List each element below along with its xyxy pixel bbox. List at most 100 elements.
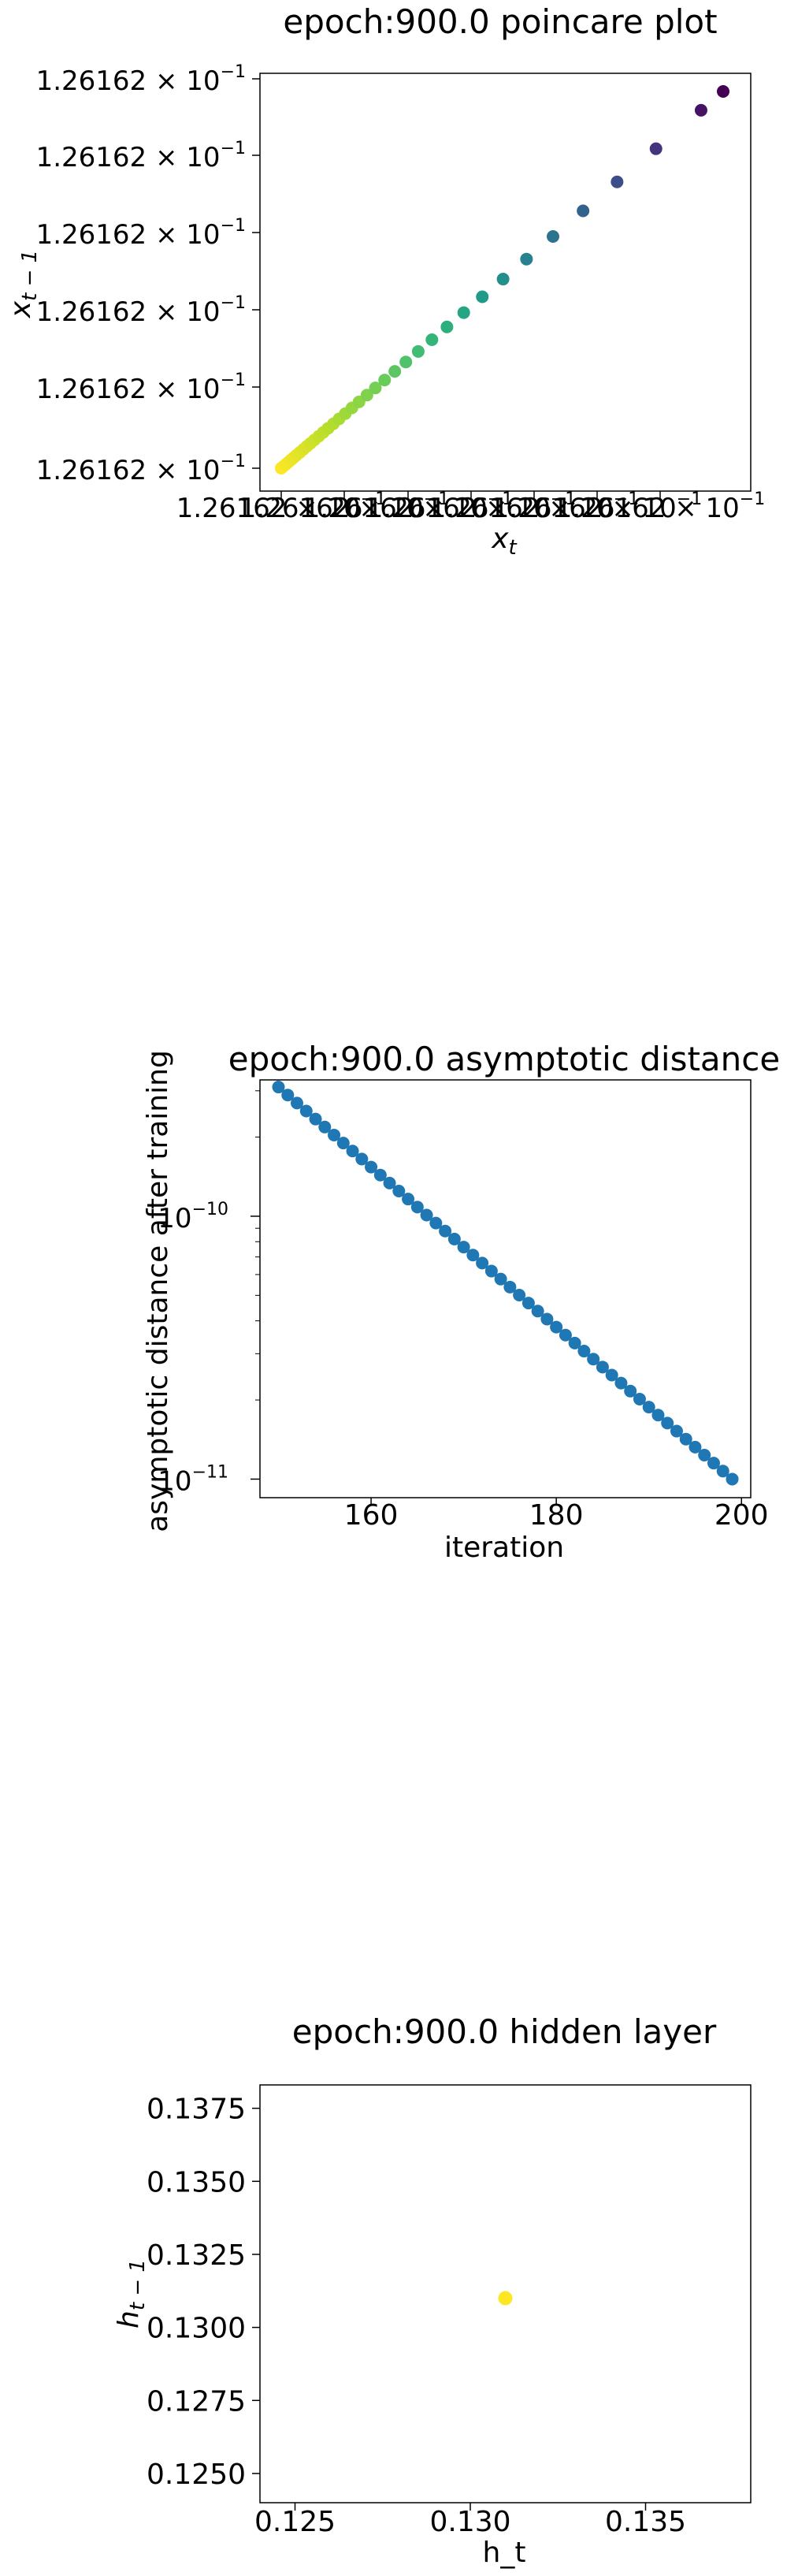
poincare-x-tick-label-exp: −1	[424, 490, 449, 509]
hidden-layer-y-label-sub: t − 1	[126, 2259, 150, 2310]
poincare-x-tick-label: 1.26162 × 10−1	[366, 490, 576, 524]
asymptotic-point	[577, 1345, 591, 1358]
poincare-point	[577, 204, 590, 218]
asymptotic-point	[651, 1409, 665, 1422]
hidden-layer-y-tick-label: 0.1250	[147, 2459, 246, 2491]
asymptotic-point	[457, 1241, 470, 1254]
poincare-chart: epoch:900.0 poincare plot 1.26162 × 10−1…	[5, 2, 765, 560]
asymptotic-point	[614, 1376, 628, 1390]
asymptotic-point	[503, 1280, 517, 1294]
asymptotic-point	[698, 1449, 711, 1462]
asymptotic-point	[679, 1432, 692, 1446]
poincare-y-tick-label-exp: −1	[221, 139, 246, 158]
asymptotic-point	[726, 1472, 739, 1486]
poincare-x-tick-label: 1.26162 × 10−1	[176, 490, 386, 524]
asymptotic-point	[642, 1401, 655, 1414]
asymptotic-x-tick-label: 180	[529, 1499, 584, 1532]
asymptotic-point	[420, 1208, 433, 1222]
poincare-y-tick-label: 1.26162 × 10−1	[36, 370, 246, 405]
poincare-x-tick-label: 1.26162 × 10−1	[555, 490, 765, 524]
poincare-point	[388, 365, 402, 378]
asymptotic-point	[318, 1120, 332, 1134]
asymptotic-point	[716, 1465, 729, 1478]
asymptotic-y-tick-label-exp: −11	[192, 1462, 228, 1482]
poincare-point	[476, 290, 489, 303]
asymptotic-point	[392, 1185, 406, 1198]
asymptotic-point	[373, 1168, 387, 1182]
hidden-layer-y-tick-label: 0.1275	[147, 2385, 246, 2418]
hidden-layer-x-ticks: 0.125 0.130 0.135	[254, 2503, 686, 2538]
poincare-x-tick-label-exp: −1	[551, 490, 576, 509]
asymptotic-point	[513, 1288, 526, 1301]
poincare-y-label-sub: t − 1	[18, 250, 42, 301]
hidden-layer-x-label: h_t	[483, 2537, 526, 2569]
poincare-title: epoch:900.0 poincare plot	[283, 2, 717, 41]
poincare-y-tick-label-base: 1.26162 × 10	[36, 142, 221, 173]
hidden-layer-y-tick-label: 0.1325	[147, 2239, 246, 2272]
hidden-layer-y-tick-label-base: 0.1275	[147, 2385, 246, 2418]
poincare-x-tick-label-exp: −1	[488, 490, 513, 509]
asymptotic-y-label: asymptotic distance after training	[142, 1050, 174, 1532]
hidden-layer-x-tick-label-base: 0.125	[254, 2506, 336, 2538]
asymptotic-point	[521, 1297, 535, 1310]
poincare-point	[547, 230, 560, 244]
asymptotic-point	[633, 1392, 646, 1405]
asymptotic-point	[272, 1081, 285, 1094]
hidden-layer-y-tick-label: 0.1350	[147, 2166, 246, 2198]
asymptotic-x-tick-label-base: 180	[529, 1499, 584, 1532]
asymptotic-point	[494, 1272, 507, 1286]
poincare-point	[399, 356, 413, 369]
poincare-x-tick-label-exp: −1	[614, 490, 639, 509]
poincare-point	[457, 306, 470, 319]
poincare-y-tick-label-base: 1.26162 × 10	[36, 219, 221, 251]
hidden-layer-y-label: ht − 1	[113, 2259, 150, 2328]
poincare-y-label: xt − 1	[5, 250, 42, 318]
asymptotic-point	[587, 1353, 600, 1366]
poincare-x-tick-label-exp: −1	[740, 490, 765, 509]
asymptotic-point	[447, 1232, 461, 1245]
poincare-x-tick-label-base: 1.26162 × 10	[176, 493, 361, 524]
poincare-point	[496, 273, 510, 286]
asymptotic-point	[670, 1424, 683, 1438]
poincare-point	[360, 389, 373, 402]
poincare-y-tick-label-exp: −1	[221, 452, 246, 471]
hidden-layer-y-tick-label: 0.1300	[147, 2313, 246, 2345]
asymptotic-point	[689, 1440, 702, 1454]
hidden-layer-chart: epoch:900.0 hidden layer 0.1250 0.1275 0.1…	[113, 2012, 752, 2569]
asymptotic-plot-frame	[259, 1079, 752, 1498]
poincare-y-tick-label: 1.26162 × 10−1	[36, 216, 246, 251]
hidden-layer-y-ticks: 0.1250 0.1275 0.1300 0.1325 0.1350 0.1375	[147, 2094, 260, 2491]
hidden-layer-x-tick-label-base: 0.130	[429, 2506, 510, 2538]
asymptotic-point	[559, 1328, 572, 1342]
hidden-layer-title: epoch:900.0 hidden layer	[292, 2012, 717, 2051]
poincare-x-tick-label-base: 1.26162 × 10	[303, 493, 488, 524]
hidden-layer-y-tick-label-base: 0.1300	[147, 2313, 246, 2345]
asymptotic-point	[476, 1256, 489, 1270]
asymptotic-x-tick-label-base: 160	[344, 1499, 399, 1532]
poincare-point	[411, 344, 425, 358]
poincare-point	[425, 333, 439, 347]
poincare-y-tick-label-exp: −1	[221, 293, 246, 313]
asymptotic-point	[346, 1145, 359, 1158]
asymptotic-y-tick-label-base: 10	[158, 1203, 191, 1234]
poincare-x-tick-label-base: 1.26162 × 10	[429, 493, 614, 524]
asymptotic-x-tick-label: 160	[344, 1499, 399, 1532]
poincare-x-tick-label-base: 1.26162 × 10	[366, 493, 551, 524]
asymptotic-point	[540, 1312, 554, 1326]
asymptotic-point	[299, 1104, 313, 1118]
asymptotic-point	[336, 1137, 350, 1150]
asymptotic-y-tick-label: 10−10	[158, 1200, 228, 1234]
asymptotic-point	[439, 1224, 452, 1238]
asymptotic-point	[624, 1384, 637, 1398]
poincare-point	[369, 382, 382, 395]
asymptotic-minor-ticks	[255, 1090, 260, 1401]
hidden-layer-y-tick-label-base: 0.1325	[147, 2239, 246, 2272]
asymptotic-point	[410, 1201, 424, 1214]
poincare-x-tick-label: 1.26162 × 10−1	[303, 490, 513, 524]
asymptotic-point	[568, 1336, 581, 1349]
asymptotic-points	[272, 1081, 739, 1486]
asymptotic-y-tick-label-base: 10	[158, 1465, 191, 1497]
hidden-layer-x-tick-label: 0.130	[429, 2506, 510, 2538]
